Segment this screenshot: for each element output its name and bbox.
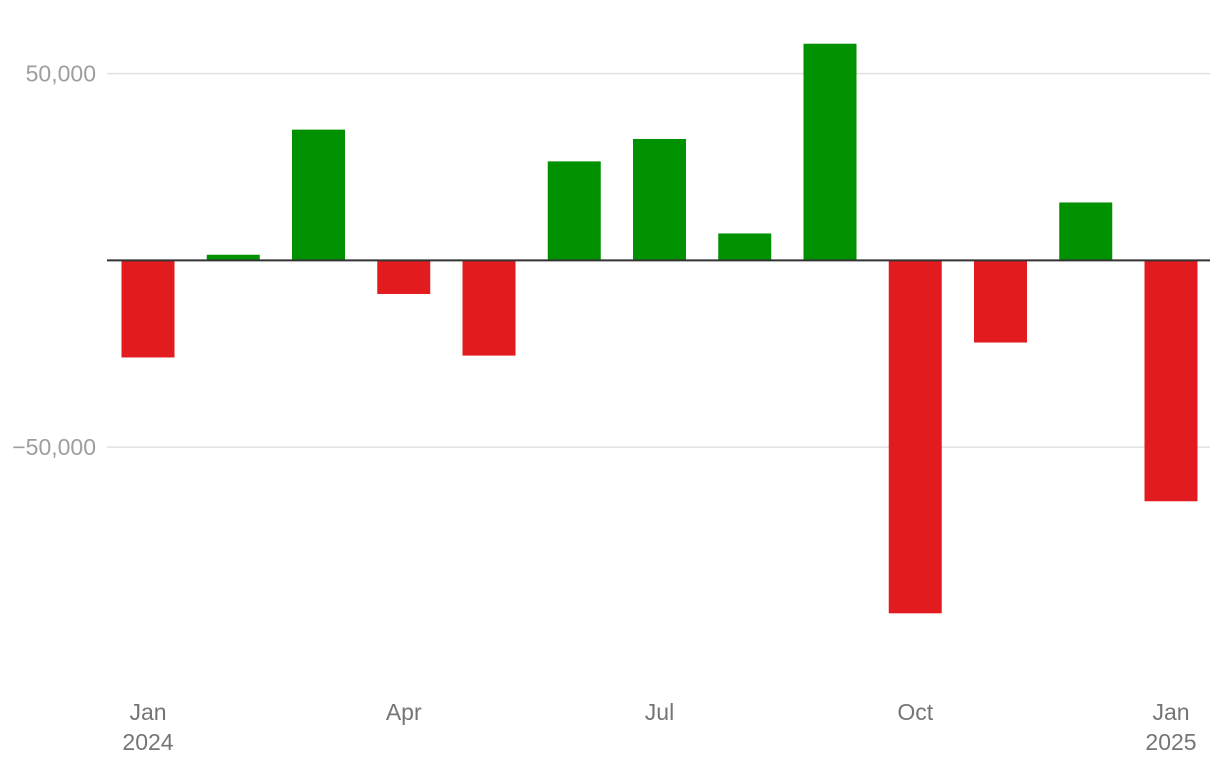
bar-positive [292,129,345,261]
bar-positive [1059,202,1113,261]
bar-negative [888,260,942,614]
bars [121,43,1198,614]
x-tick-label: Jan [1152,699,1189,725]
bar-negative [462,260,516,356]
x-tick-year-label: 2025 [1145,729,1196,755]
x-tick-year-label: 2024 [122,729,173,755]
bar-positive [206,254,260,261]
gridlines [107,72,1210,448]
bar-negative [974,260,1027,343]
x-tick-label: Apr [386,699,422,725]
y-tick-label: −50,000 [12,434,96,460]
x-tick-label: Oct [897,699,933,725]
bar-negative [377,260,431,294]
bar-positive [547,161,601,261]
y-axis-ticks: 50,000 −50,000 [12,61,96,460]
bar-positive [633,138,686,261]
bar-positive [718,233,772,261]
bar-negative [1144,260,1198,502]
bar-positive [803,43,857,261]
bar-negative [121,260,175,358]
x-tick-label: Jan [129,699,166,725]
y-tick-label: 50,000 [26,61,96,87]
x-axis-ticks: Jan 2024 Apr Jul Oct Jan 2025 [122,699,1196,755]
x-tick-label: Jul [645,699,674,725]
